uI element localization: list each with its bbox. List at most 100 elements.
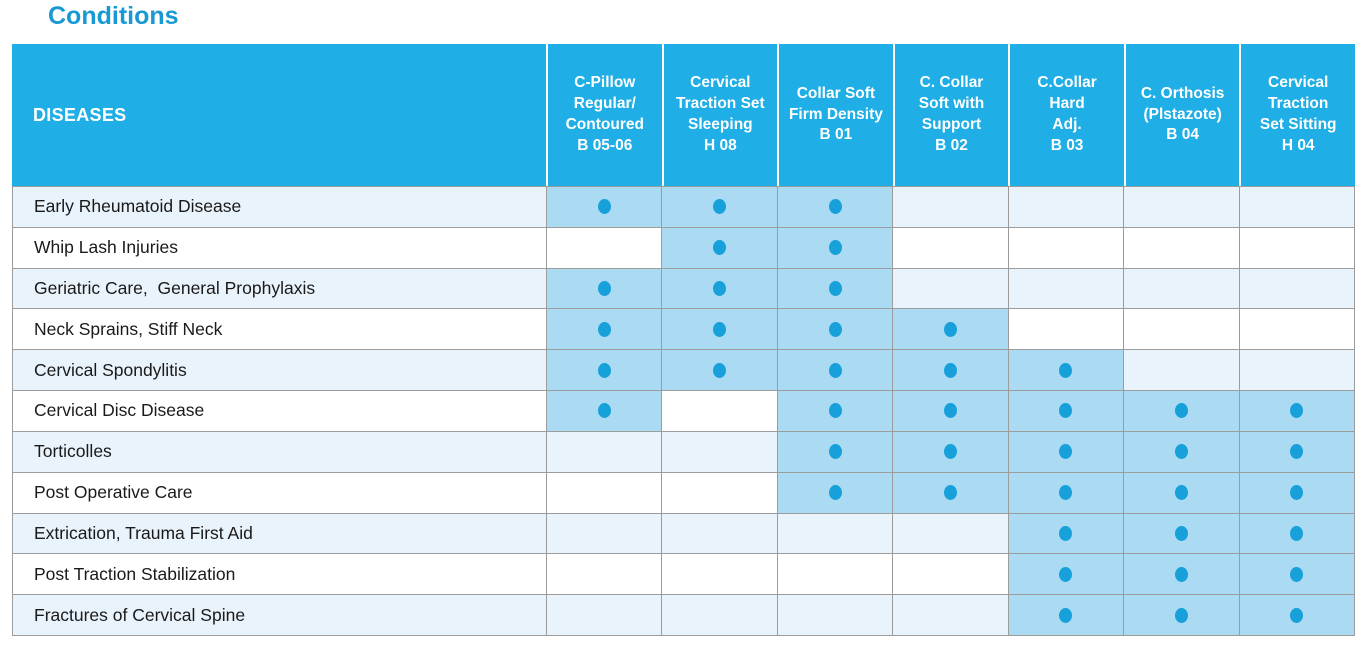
empty-cell — [661, 513, 777, 554]
empty-cell — [546, 472, 662, 513]
dot-icon — [943, 485, 957, 501]
empty-cell — [776, 554, 893, 595]
disease-cell: Cervical Spondylitis — [13, 350, 546, 391]
mark-cell — [661, 309, 777, 350]
empty-cell — [661, 595, 777, 635]
dot-icon — [1290, 403, 1304, 419]
table-body: Early Rheumatoid Disease Whip Lash Injuri… — [12, 186, 1355, 636]
dot-icon — [1290, 444, 1304, 460]
mark-cell — [546, 309, 662, 350]
dot-icon — [1059, 485, 1073, 501]
empty-cell — [892, 554, 1008, 595]
mark-cell — [661, 227, 777, 268]
empty-cell — [1007, 268, 1124, 309]
empty-cell — [546, 554, 662, 595]
mark-cell — [892, 309, 1008, 350]
dot-icon — [1059, 607, 1073, 623]
dot-icon — [1174, 607, 1188, 623]
dot-icon — [713, 321, 727, 337]
column-header-7: Cervical Traction Set Sitting H 04 — [1239, 44, 1355, 186]
mark-cell — [892, 350, 1008, 391]
mark-cell — [776, 268, 893, 309]
empty-cell — [892, 513, 1008, 554]
empty-cell — [661, 472, 777, 513]
empty-cell — [892, 595, 1008, 635]
mark-cell — [892, 391, 1008, 431]
empty-cell — [1123, 187, 1239, 227]
mark-cell — [1123, 391, 1239, 431]
column-header-2: Cervical Traction Set Sleeping H 08 — [661, 44, 778, 186]
dot-icon — [943, 362, 957, 378]
mark-cell — [776, 350, 893, 391]
empty-cell — [776, 513, 893, 554]
empty-cell — [1238, 350, 1354, 391]
dot-icon — [1174, 525, 1188, 541]
dot-icon — [828, 403, 842, 419]
dot-icon — [1290, 607, 1304, 623]
dot-icon — [713, 199, 727, 215]
empty-cell — [546, 227, 662, 268]
dot-icon — [943, 444, 957, 460]
disease-cell: Geriatric Care, General Prophylaxis — [13, 268, 546, 309]
dot-icon — [1059, 525, 1073, 541]
dot-icon — [1174, 444, 1188, 460]
dot-icon — [943, 321, 957, 337]
mark-cell — [661, 268, 777, 309]
mark-cell — [1238, 554, 1354, 595]
mark-cell — [776, 391, 893, 431]
dot-icon — [1290, 525, 1304, 541]
disease-cell: Neck Sprains, Stiff Neck — [13, 309, 546, 350]
empty-cell — [661, 391, 777, 431]
dot-icon — [597, 199, 611, 215]
dot-icon — [1290, 566, 1304, 582]
column-header-6: C. Orthosis (Plstazote) B 04 — [1123, 44, 1240, 186]
dot-icon — [1059, 403, 1073, 419]
table-row: Geriatric Care, General Prophylaxis — [13, 267, 1354, 309]
mark-cell — [546, 350, 662, 391]
mark-cell — [776, 227, 893, 268]
empty-cell — [776, 595, 893, 635]
dot-icon — [828, 281, 842, 297]
disease-cell: Fractures of Cervical Spine — [13, 595, 546, 635]
table-row: Whip Lash Injuries — [13, 226, 1354, 268]
mark-cell — [1238, 595, 1354, 635]
header-row: DISEASES C-Pillow Regular/ Contoured B 0… — [12, 44, 1355, 186]
table-row: Cervical Disc Disease — [13, 390, 1354, 431]
mark-cell — [776, 309, 893, 350]
mark-cell — [1007, 431, 1124, 472]
empty-cell — [892, 268, 1008, 309]
mark-cell — [1007, 350, 1124, 391]
disease-cell: Post Traction Stabilization — [13, 554, 546, 595]
disease-cell: Extrication, Trauma First Aid — [13, 513, 546, 554]
mark-cell — [546, 391, 662, 431]
disease-cell: Cervical Disc Disease — [13, 391, 546, 431]
mark-cell — [1123, 554, 1239, 595]
mark-cell — [1007, 391, 1124, 431]
dot-icon — [597, 362, 611, 378]
mark-cell — [661, 187, 777, 227]
table-row: Post Operative Care — [13, 471, 1354, 513]
dot-icon — [1059, 566, 1073, 582]
dot-icon — [828, 321, 842, 337]
dot-icon — [597, 403, 611, 419]
dot-icon — [713, 362, 727, 378]
column-header-1: C-Pillow Regular/ Contoured B 05-06 — [546, 44, 662, 186]
dot-icon — [1059, 444, 1073, 460]
column-header-3: Collar Soft Firm Density B 01 — [777, 44, 893, 186]
table-row: Post Traction Stabilization — [13, 553, 1354, 595]
disease-cell: Whip Lash Injuries — [13, 227, 546, 268]
mark-cell — [1007, 513, 1124, 554]
empty-cell — [1238, 268, 1354, 309]
table-row: Torticolles — [13, 430, 1354, 472]
dot-icon — [828, 199, 842, 215]
mark-cell — [776, 472, 893, 513]
page-title: Conditions — [48, 2, 179, 30]
empty-cell — [1238, 187, 1354, 227]
empty-cell — [1123, 227, 1239, 268]
empty-cell — [546, 513, 662, 554]
dot-icon — [943, 403, 957, 419]
empty-cell — [661, 554, 777, 595]
dot-icon — [713, 240, 727, 256]
empty-cell — [1123, 309, 1239, 350]
dot-icon — [713, 281, 727, 297]
